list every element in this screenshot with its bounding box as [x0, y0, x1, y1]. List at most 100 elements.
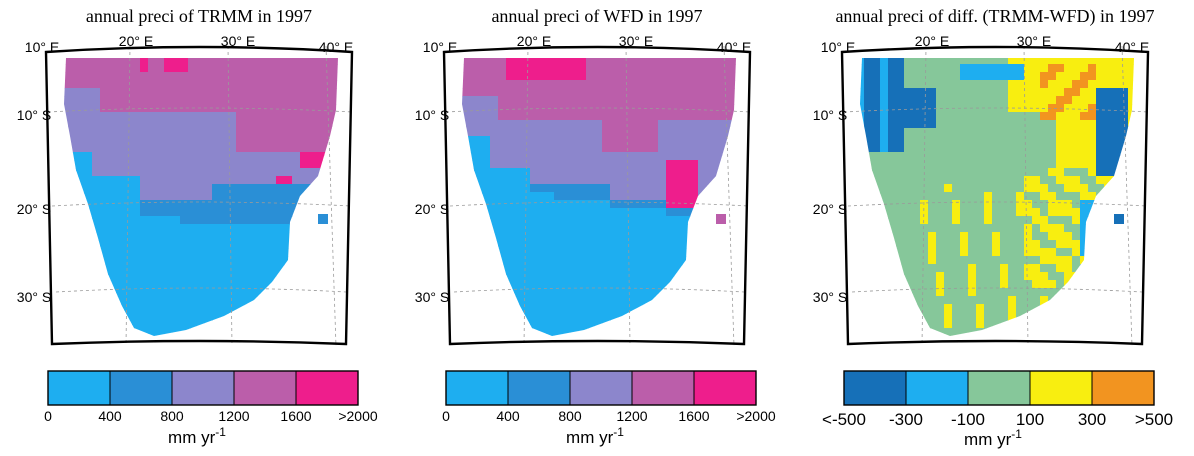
grid-cell [860, 64, 865, 73]
map-frame [840, 45, 1150, 346]
grid-cell [180, 256, 189, 265]
grid-cell [920, 72, 929, 81]
grid-cell [642, 96, 651, 105]
grid-cell [196, 256, 205, 265]
grid-cell [944, 72, 953, 81]
grid-cell [618, 128, 627, 137]
grid-cell [984, 208, 993, 217]
grid-cell [706, 96, 715, 105]
grid-cell [538, 184, 547, 193]
grid-cell [618, 80, 627, 89]
grid-cell [968, 240, 977, 249]
grid-cell [156, 136, 165, 145]
grid-cell [562, 264, 571, 273]
grid-cell [530, 240, 539, 249]
grid-cell [252, 104, 261, 113]
grid-cell [594, 200, 603, 209]
grid-cell [100, 248, 109, 257]
grid-cell [546, 280, 555, 289]
grid-cell [1048, 192, 1057, 201]
grid-cell [594, 248, 603, 257]
grid-cell [626, 256, 635, 265]
grid-cell [140, 328, 149, 336]
grid-cell [610, 80, 619, 89]
grid-cell [880, 112, 889, 121]
grid-cell [204, 248, 213, 257]
grid-cell [888, 224, 897, 233]
grid-cell [554, 184, 563, 193]
grid-cell [880, 184, 889, 193]
grid-cell [586, 72, 595, 81]
grid-cell [904, 144, 913, 153]
grid-cell [658, 232, 667, 241]
grid-cell [682, 128, 691, 137]
grid-cell [570, 112, 579, 121]
meridian-line [1121, 45, 1133, 347]
grid-cell [928, 192, 937, 201]
grid-cell [140, 304, 149, 313]
grid-cell [554, 224, 563, 233]
grid-cell [1064, 232, 1073, 241]
grid-cell [920, 256, 929, 265]
grid-cell [682, 120, 691, 129]
grid-cell [546, 312, 555, 321]
grid-cell [992, 184, 1001, 193]
grid-cell [594, 112, 603, 121]
grid-cell [992, 288, 1001, 297]
colorbar-segment [632, 371, 694, 405]
grid-cell [228, 72, 237, 81]
grid-cell [682, 80, 691, 89]
grid-cell [992, 272, 1001, 281]
grid-cell [562, 192, 571, 201]
grid-cell [602, 136, 611, 145]
grid-cell [642, 296, 651, 305]
grid-cell [1120, 96, 1129, 105]
grid-cell [1120, 88, 1129, 97]
grid-cell [992, 88, 1001, 97]
grid-cell [244, 128, 253, 137]
diff-map: 10° E 20° E 30° E 40° E10° S20° S30° S<-500… [813, 33, 1173, 449]
grid-cell [244, 232, 253, 241]
grid-cell [92, 192, 101, 201]
grid-cell [260, 192, 269, 201]
grid-cell [220, 184, 229, 193]
grid-cell [212, 216, 221, 225]
grid-cell [976, 72, 985, 81]
grid-cell [578, 296, 587, 305]
grid-cell [610, 152, 619, 161]
grid-cell [268, 112, 277, 121]
grid-cell [682, 232, 691, 241]
grid-cell [666, 232, 675, 241]
grid-cell [108, 152, 117, 161]
grid-cell [522, 264, 531, 273]
grid-cell [482, 136, 491, 145]
grid-cell [228, 280, 237, 289]
grid-cell [64, 58, 69, 65]
grid-cell [880, 64, 889, 73]
grid-cell [570, 320, 579, 329]
grid-cell [140, 264, 149, 273]
grid-cell [610, 128, 619, 137]
grid-cell [92, 152, 101, 161]
grid-cell [634, 288, 643, 297]
grid-cell [1008, 144, 1017, 153]
grid-cell [706, 144, 715, 153]
grid-cell [928, 112, 937, 121]
grid-cell [1080, 168, 1089, 177]
grid-cell [108, 248, 117, 257]
grid-cell [658, 80, 667, 89]
grid-cell [1000, 272, 1009, 281]
grid-cell [570, 240, 579, 249]
grid-cell [722, 64, 731, 73]
grid-cell [1048, 224, 1057, 233]
grid-cell [1024, 296, 1033, 305]
grid-cell [204, 64, 213, 73]
grid-cell [228, 272, 237, 281]
grid-cell [196, 120, 205, 129]
grid-cell [880, 128, 889, 137]
grid-cell [944, 176, 953, 185]
grid-cell [172, 136, 181, 145]
meridian-line [227, 45, 233, 347]
grid-cell [1040, 288, 1049, 297]
grid-cell [1032, 240, 1041, 249]
